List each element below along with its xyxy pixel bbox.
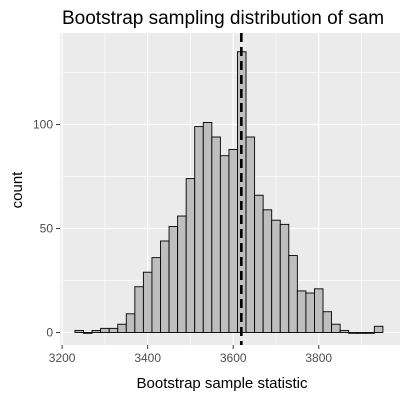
histogram-bar xyxy=(288,255,298,333)
histogram-bar xyxy=(185,178,196,333)
histogram-bar xyxy=(100,327,110,333)
histogram-bar xyxy=(339,329,350,333)
y-axis-label: count xyxy=(9,171,26,209)
y-axis-tick-label: 100 xyxy=(33,118,53,132)
histogram-bar xyxy=(168,225,179,333)
y-axis-tick-label: 50 xyxy=(40,222,54,236)
histogram-bar xyxy=(279,223,290,333)
histogram-bar xyxy=(74,329,84,333)
histogram-bar xyxy=(245,136,256,333)
histogram-bar xyxy=(219,155,230,333)
histogram-bar xyxy=(151,257,161,333)
histogram-bar xyxy=(177,215,187,333)
histogram-bar xyxy=(314,288,324,333)
histogram-bar xyxy=(348,332,358,334)
histogram-bar xyxy=(194,126,204,333)
chart-title: Bootstrap sampling distribution of sam xyxy=(62,8,384,29)
y-axis-tick-label: 0 xyxy=(46,326,53,340)
histogram-bar xyxy=(365,332,375,334)
x-axis-tick-label: 3600 xyxy=(220,351,247,365)
histogram-bar xyxy=(254,194,264,333)
histogram-bar xyxy=(356,332,367,334)
axes: 3200 3400 3600 3800 0 50 100 xyxy=(33,118,332,365)
histogram-bar xyxy=(142,271,153,333)
histogram-bars xyxy=(74,51,384,334)
histogram-bar xyxy=(322,311,333,333)
histogram-bar xyxy=(331,323,341,333)
histogram-bar xyxy=(211,136,221,333)
x-axis-tick-label: 3200 xyxy=(49,351,76,365)
x-axis-tick-label: 3800 xyxy=(305,351,332,365)
histogram-bar xyxy=(373,325,384,333)
histogram-bar xyxy=(117,323,127,333)
histogram-bar xyxy=(108,327,119,333)
histogram-bar xyxy=(160,240,170,333)
histogram-bar xyxy=(134,286,144,333)
histogram-bar xyxy=(83,332,93,334)
histogram-bar xyxy=(125,313,136,333)
x-axis-label: Bootstrap sample statistic xyxy=(137,375,308,392)
histogram-bar xyxy=(271,219,281,333)
histogram-bar xyxy=(91,329,102,333)
histogram-bar xyxy=(202,121,213,333)
histogram-bar xyxy=(262,209,273,333)
histogram-bar xyxy=(228,149,238,333)
histogram-bar xyxy=(305,292,315,333)
x-axis-tick-label: 3400 xyxy=(134,351,161,365)
histogram-bar xyxy=(296,290,307,333)
